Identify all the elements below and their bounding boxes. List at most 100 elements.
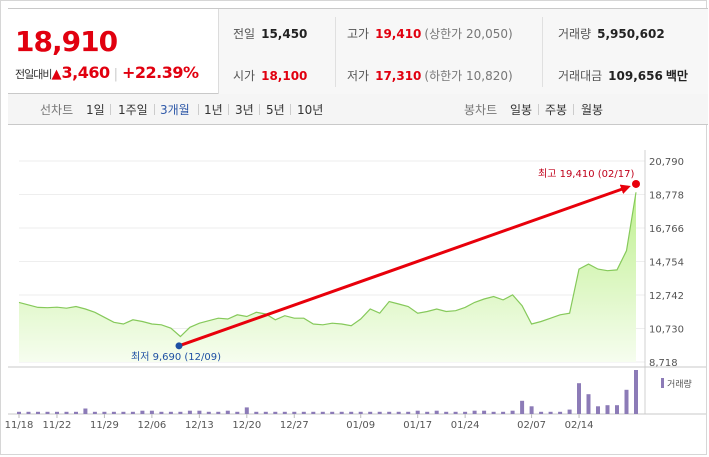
volume-bar — [216, 411, 221, 414]
divider — [573, 104, 574, 115]
volume-bar — [64, 411, 69, 414]
up-arrow-icon: ▲ — [51, 67, 62, 82]
change-percent: +22.39% — [121, 63, 199, 82]
x-tick-label: 12/20 — [232, 420, 261, 431]
tab-monthly-candle[interactable]: 월봉 — [581, 103, 604, 117]
volume-bar — [140, 410, 145, 414]
volume-bar — [539, 411, 544, 414]
y-tick-label: 20,790 — [649, 157, 684, 168]
volume-bar — [235, 411, 240, 414]
divider — [290, 104, 291, 115]
volume-bar — [244, 407, 249, 414]
volume-bar — [463, 411, 468, 414]
volume-bar — [263, 411, 268, 414]
volume-bar — [577, 383, 581, 414]
volume-bar — [339, 411, 344, 414]
volume-bar — [102, 411, 107, 414]
tab-1d[interactable]: 1일 — [86, 103, 105, 117]
quote-panel: 18,910 전일대비▲3,460 | +22.39% 전일 15,450 고가 19,… — [8, 8, 708, 94]
tab-3y[interactable]: 3년 — [235, 103, 254, 117]
x-tick-label: 01/17 — [403, 420, 432, 431]
volume-bar — [415, 410, 420, 414]
volume-bar — [387, 411, 392, 414]
tab-1w[interactable]: 1주일 — [118, 103, 148, 117]
stat-prev-close: 전일 15,450 — [233, 27, 308, 41]
volume-bar — [529, 406, 534, 414]
volume-bar — [111, 411, 116, 414]
volume-bar — [406, 411, 411, 414]
price-line — [18, 192, 637, 338]
volume-bar — [368, 411, 373, 414]
trend-arrow — [178, 184, 631, 348]
x-tick-label: 11/29 — [90, 420, 119, 431]
volume-bar — [273, 411, 278, 414]
low-marker — [175, 342, 183, 350]
volume-bar — [605, 405, 610, 414]
y-tick-label: 14,754 — [649, 258, 684, 269]
divider — [335, 17, 336, 87]
x-tick-label: 12/06 — [137, 420, 166, 431]
period-bar: 선차트 1일 1주일 3개월 1년 3년 5년 10년 봉차트 일봉 주봉 월봉 — [8, 94, 708, 125]
current-price: 18,910 — [15, 25, 118, 58]
tab-weekly-candle[interactable]: 주봉 — [545, 103, 568, 117]
volume-bar — [377, 411, 382, 414]
volume-bar — [17, 411, 21, 414]
price-chart: 20,790 18,778 16,766 14,754 12,742 10,730 8,71… — [5, 150, 706, 431]
volume-bar — [254, 411, 259, 414]
tab-10y[interactable]: 10년 — [297, 103, 324, 117]
volume-bar — [168, 411, 173, 414]
volume-bar — [149, 410, 154, 414]
volume-bar — [83, 408, 88, 414]
volume-bar — [510, 410, 515, 414]
tab-5y[interactable]: 5년 — [266, 103, 285, 117]
volume-bar — [634, 370, 638, 414]
divider: | — [113, 67, 118, 82]
tab-1y[interactable]: 1년 — [204, 103, 223, 117]
volume-bar — [501, 411, 506, 414]
tab-3m[interactable]: 3개월 — [160, 103, 190, 117]
stat-high: 고가 19,410 (상한가 20,050) — [347, 27, 513, 41]
divider — [538, 104, 539, 115]
volume-bar — [225, 410, 230, 414]
low-annotation: 최저 9,690 (12/09) — [131, 351, 221, 363]
stats-grid: 전일 15,450 고가 19,410 (상한가 20,050) 거래량 5,950,6… — [219, 9, 708, 94]
volume-bar — [615, 405, 619, 414]
volume-bar — [292, 411, 297, 414]
volume-bar — [45, 411, 50, 414]
x-tick-label: 01/09 — [346, 420, 375, 431]
stat-open: 시가 18,100 — [233, 69, 308, 83]
x-tick-label: 11/18 — [5, 420, 34, 431]
divider — [154, 104, 155, 115]
volume-bar — [301, 411, 306, 414]
volume-bar — [311, 411, 316, 414]
y-tick-label: 10,730 — [649, 325, 684, 336]
tab-daily-candle[interactable]: 일봉 — [510, 103, 533, 117]
volume-bar — [444, 411, 449, 414]
volume-bar — [187, 410, 192, 414]
volume-bar — [74, 411, 78, 414]
volume-bar — [434, 410, 439, 414]
price-block: 18,910 전일대비▲3,460 | +22.39% — [8, 9, 219, 94]
volume-bar — [453, 411, 458, 414]
y-tick-label: 16,766 — [649, 224, 684, 235]
x-tick-label: 12/27 — [280, 420, 309, 431]
volume-bar — [425, 411, 430, 414]
high-marker — [632, 179, 640, 188]
divider — [110, 104, 111, 115]
volume-bar — [197, 410, 202, 414]
stat-low: 저가 17,310 (하한가 10,820) — [347, 69, 513, 83]
stat-volume: 거래량 5,950,602 — [558, 27, 665, 41]
divider — [542, 17, 543, 87]
divider — [259, 104, 260, 115]
volume-bar — [482, 410, 487, 414]
x-tick-label: 01/24 — [451, 420, 480, 431]
volume-bar — [330, 411, 335, 414]
change-label: 전일대비 — [15, 68, 52, 81]
volume-bar — [130, 411, 135, 414]
volume-bar — [567, 409, 572, 414]
volume-bar — [491, 411, 496, 414]
volume-bar — [36, 411, 40, 414]
line-chart-label: 선차트 — [40, 103, 74, 117]
volume-bar — [586, 394, 591, 414]
